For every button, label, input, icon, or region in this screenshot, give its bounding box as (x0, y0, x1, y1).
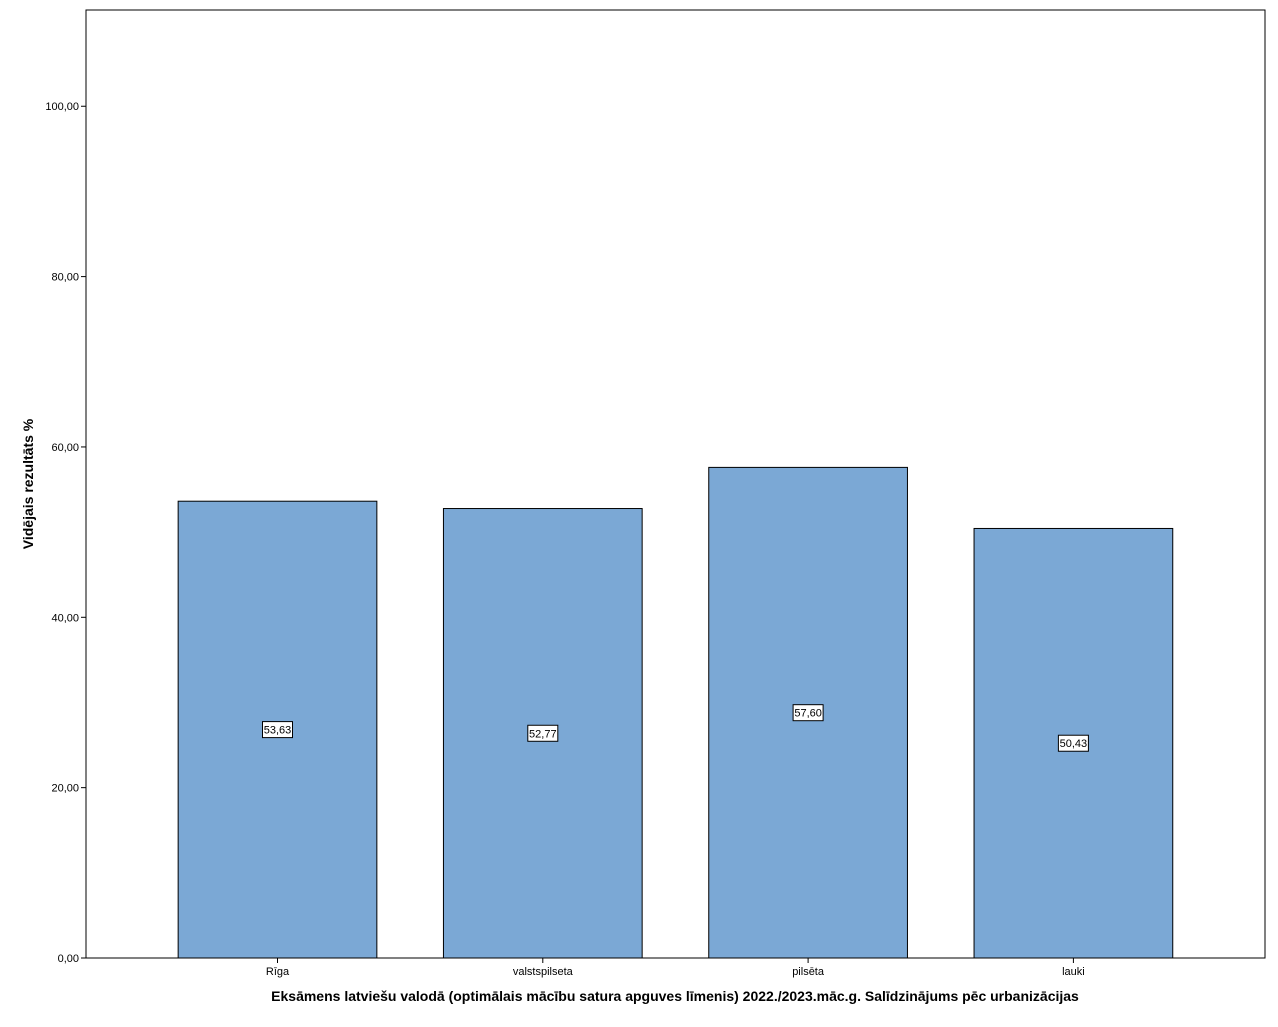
y-axis-title: Vidējais rezultāts % (20, 418, 36, 549)
data-label-box (527, 724, 559, 742)
data-label: 53,63 (264, 725, 292, 737)
data-label: 50,43 (1060, 738, 1088, 750)
x-axis-title: Eksāmens latviešu valodā (optimālais māc… (271, 988, 1079, 1004)
x-tick-label: valstspilseta (513, 966, 574, 978)
data-label-box (1057, 734, 1089, 752)
x-axis-ticks: Rīga valstspilseta pilsēta lauki (266, 958, 1085, 978)
data-label: 57,60 (794, 708, 822, 720)
data-label: 52,77 (529, 728, 557, 740)
x-tick-label: Rīga (266, 966, 290, 978)
y-tick-label: 20,00 (51, 783, 79, 795)
y-axis-ticks: 0,00 20,00 40,00 60,00 80,00 100,00 (45, 101, 86, 965)
data-labels: 53,63 52,77 57,60 50,43 (262, 704, 1089, 752)
data-label-box (792, 704, 824, 722)
x-tick-label: pilsēta (792, 966, 825, 978)
data-label-box (262, 721, 293, 739)
y-tick-label: 0,00 (58, 953, 79, 965)
x-tick-label: lauki (1062, 966, 1085, 978)
bars (177, 466, 1174, 959)
y-tick-label: 40,00 (51, 612, 79, 624)
y-tick-label: 80,00 (51, 272, 79, 284)
y-tick-label: 60,00 (51, 442, 79, 454)
y-tick-label: 100,00 (45, 101, 79, 113)
